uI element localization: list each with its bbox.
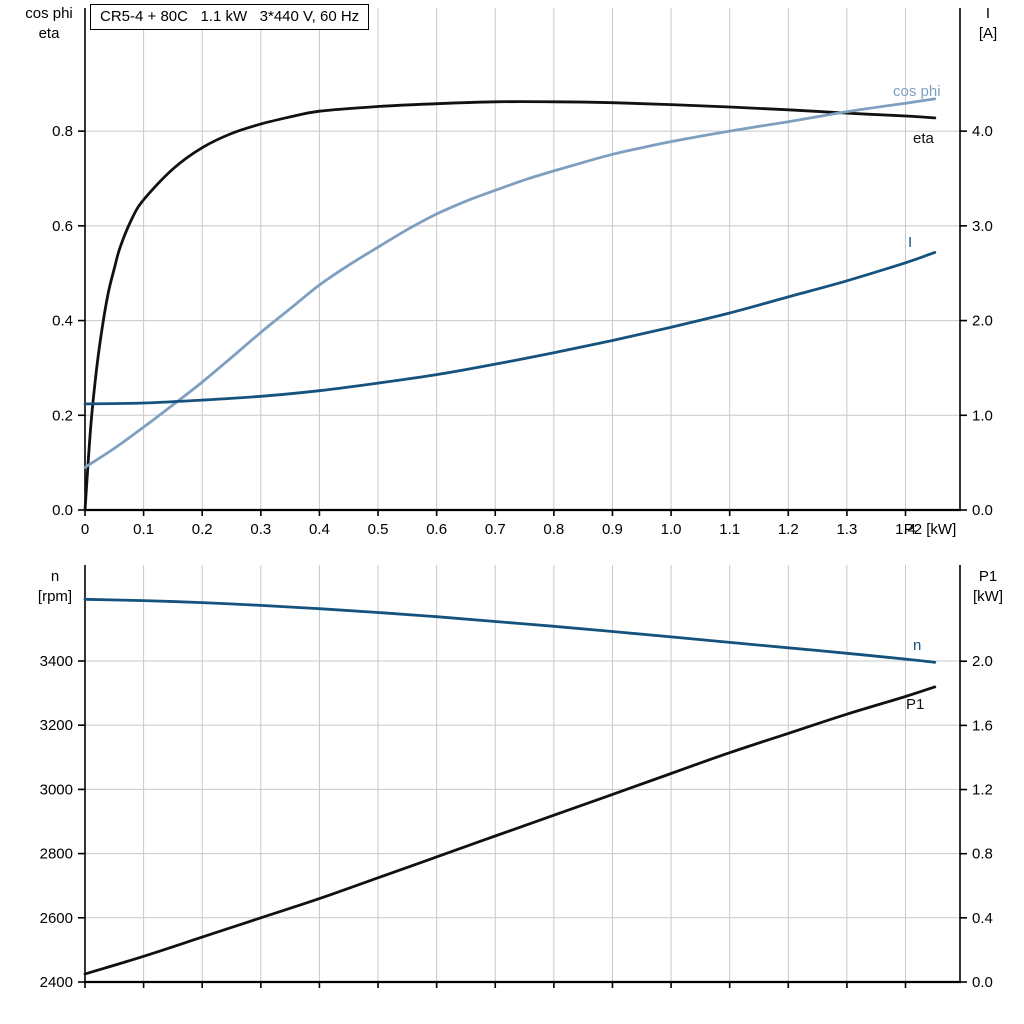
p1-axis-label-line1: P1 bbox=[978, 568, 998, 585]
svg-text:1.3: 1.3 bbox=[836, 521, 857, 538]
svg-text:0.6: 0.6 bbox=[426, 521, 447, 538]
speed-axis-label-line1: n bbox=[50, 568, 60, 585]
right-axis-label-line2: [A] bbox=[978, 25, 998, 42]
svg-text:3200: 3200 bbox=[40, 717, 73, 734]
p1-curve bbox=[83, 685, 937, 976]
svg-text:1.0: 1.0 bbox=[661, 521, 682, 538]
svg-text:0.6: 0.6 bbox=[52, 218, 73, 235]
svg-text:1.2: 1.2 bbox=[778, 521, 799, 538]
svg-text:0.8: 0.8 bbox=[972, 846, 993, 863]
cos-phi-curve bbox=[83, 97, 937, 469]
bottom-right-axis-label: P1 [kW] bbox=[956, 567, 1020, 607]
p1-axis-label-line2: [kW] bbox=[973, 588, 1003, 605]
svg-text:0.4: 0.4 bbox=[309, 521, 330, 538]
speed-curve bbox=[83, 597, 937, 664]
gridlines bbox=[85, 565, 960, 982]
tick-marks bbox=[78, 130, 967, 516]
svg-text:0: 0 bbox=[81, 521, 89, 538]
svg-text:1.4: 1.4 bbox=[895, 521, 916, 538]
svg-text:3.0: 3.0 bbox=[972, 218, 993, 235]
tick-marks bbox=[78, 660, 967, 988]
svg-text:1.1: 1.1 bbox=[719, 521, 740, 538]
svg-text:0.4: 0.4 bbox=[52, 313, 73, 330]
svg-text:0.9: 0.9 bbox=[602, 521, 623, 538]
chart-title-box: CR5-4 + 80C 1.1 kW 3*440 V, 60 Hz bbox=[90, 4, 370, 30]
svg-text:0.0: 0.0 bbox=[52, 502, 73, 519]
svg-text:0.7: 0.7 bbox=[485, 521, 506, 538]
eta-label: eta bbox=[913, 130, 935, 147]
svg-text:0.1: 0.1 bbox=[133, 521, 154, 538]
speed-axis-label-line2: [rpm] bbox=[37, 588, 73, 605]
svg-text:1.6: 1.6 bbox=[972, 717, 993, 734]
svg-text:1.0: 1.0 bbox=[972, 407, 993, 424]
chart-1: 2400 2600 2800 3000 3200 3400 0.0 0.4 0.8 1.2 1.6 2… bbox=[40, 565, 993, 991]
svg-text:0.3: 0.3 bbox=[250, 521, 271, 538]
svg-text:2.0: 2.0 bbox=[972, 313, 993, 330]
svg-text:0.4: 0.4 bbox=[972, 910, 993, 927]
gridlines bbox=[85, 8, 960, 510]
bottom-left-axis-label: n [rpm] bbox=[18, 567, 92, 607]
eta-curve bbox=[83, 100, 937, 512]
svg-text:0.8: 0.8 bbox=[543, 521, 564, 538]
svg-text:4.0: 4.0 bbox=[972, 123, 993, 140]
svg-text:3000: 3000 bbox=[40, 781, 73, 798]
tick-labels: 2400 2600 2800 3000 3200 3400 0.0 0.4 0.8 1.2 1.6 2… bbox=[40, 653, 993, 991]
tick-labels: 0 0.1 0.2 0.3 0.4 0.5 0.6 0.7 0.8 0.9 1.0 1.1 1.2 1.3… bbox=[52, 123, 993, 538]
top-right-axis-label: I [A] bbox=[958, 4, 1018, 44]
svg-text:0.5: 0.5 bbox=[368, 521, 389, 538]
svg-text:0.0: 0.0 bbox=[972, 502, 993, 519]
svg-text:0.2: 0.2 bbox=[192, 521, 213, 538]
svg-text:2600: 2600 bbox=[40, 910, 73, 927]
svg-text:0.2: 0.2 bbox=[52, 407, 73, 424]
speed-label: n bbox=[913, 637, 921, 654]
current-label: I bbox=[908, 234, 912, 251]
svg-text:2400: 2400 bbox=[40, 974, 73, 991]
svg-text:1.2: 1.2 bbox=[972, 782, 993, 799]
left-axis-label-line2: eta bbox=[38, 25, 60, 42]
svg-text:2800: 2800 bbox=[40, 846, 73, 863]
chart-0: 0 0.1 0.2 0.3 0.4 0.5 0.6 0.7 0.8 0.9 1.0 1.1 1.2 1.3… bbox=[52, 8, 993, 538]
right-axis-label-line1: I bbox=[985, 5, 991, 22]
left-axis-label-line1: cos phi bbox=[25, 5, 73, 22]
svg-text:0.8: 0.8 bbox=[52, 123, 73, 140]
p1-label: P1 bbox=[906, 696, 924, 713]
current-curve bbox=[83, 251, 937, 406]
x-axis-unit-label: P2 [kW] bbox=[904, 521, 957, 538]
top-left-axis-label: cos phi eta bbox=[6, 4, 92, 44]
svg-text:0.0: 0.0 bbox=[972, 974, 993, 991]
axis-lines bbox=[84, 565, 961, 984]
svg-text:3400: 3400 bbox=[40, 653, 73, 670]
axis-lines bbox=[84, 8, 961, 512]
cos-phi-label: cos phi bbox=[893, 83, 941, 100]
svg-text:2.0: 2.0 bbox=[972, 653, 993, 670]
